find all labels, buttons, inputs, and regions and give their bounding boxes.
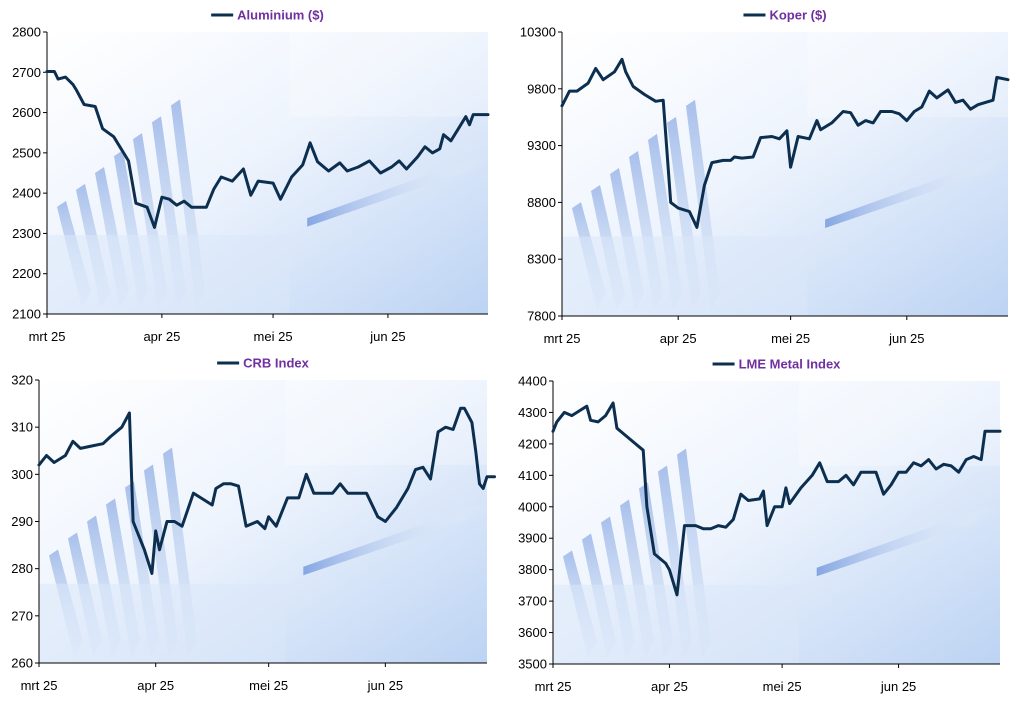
y-tick-label: 2400 (12, 186, 41, 201)
x-tick-label: apr 25 (651, 679, 688, 694)
y-tick-label: 2700 (12, 65, 41, 80)
y-tick-label: 10300 (520, 25, 556, 40)
x-tick-label: jun 25 (367, 678, 403, 693)
y-tick-label: 3500 (518, 657, 547, 672)
y-tick-label: 300 (11, 467, 33, 482)
y-tick-label: 2600 (12, 105, 41, 120)
y-tick-label: 4100 (518, 468, 547, 483)
y-tick-label: 4400 (518, 374, 547, 389)
chart-panel-4: 3500 3600 3700 3800 3900 4000 4100 4200 4300 4400… (518, 357, 1002, 694)
y-tick-label: 2800 (12, 25, 41, 40)
x-tick-label: mrt 25 (21, 678, 58, 693)
x-tick-label: jun 25 (888, 331, 924, 346)
plot-background-image (562, 32, 1008, 316)
x-tick-label: mrt 25 (29, 329, 66, 344)
legend: Aluminium ($) (211, 8, 324, 23)
y-tick-label: 2500 (12, 145, 41, 160)
y-tick-label: 2300 (12, 226, 41, 241)
y-tick-label: 3900 (518, 531, 547, 546)
plot-background-image (553, 381, 1000, 664)
chart-panel-2: 7800 8300 8800 9300 9800 10300 mrt 25 apr 25 mei… (520, 8, 1010, 346)
y-tick-label: 260 (11, 656, 33, 671)
y-tick-label: 4000 (518, 499, 547, 514)
legend: Koper ($) (743, 8, 827, 23)
x-tick-label: apr 25 (660, 331, 697, 346)
legend-label: LME Metal Index (739, 357, 842, 372)
y-tick-label: 280 (11, 561, 33, 576)
plot-background-image (47, 32, 488, 314)
chart-panel-3: 260 270 280 290 300 310 320 mrt 25 apr 25 mei 25 j… (11, 356, 496, 693)
plot-background-image (39, 380, 487, 663)
series-line (45, 70, 490, 229)
y-tick-label: 2100 (12, 307, 41, 322)
y-tick-label: 9300 (527, 138, 556, 153)
series-line (551, 401, 1002, 597)
y-tick-label: 8800 (527, 195, 556, 210)
x-tick-label: mei 25 (254, 329, 293, 344)
y-tick-label: 3600 (518, 625, 547, 640)
legend-label: Koper ($) (769, 8, 826, 23)
x-tick-label: mei 25 (763, 679, 802, 694)
y-tick-label: 4300 (518, 405, 547, 420)
x-tick-label: jun 25 (369, 329, 405, 344)
x-tick-label: mrt 25 (544, 331, 581, 346)
y-tick-label: 290 (11, 514, 33, 529)
y-tick-label: 320 (11, 373, 33, 388)
series-line (37, 406, 496, 575)
y-tick-label: 4200 (518, 436, 547, 451)
y-tick-label: 9800 (527, 81, 556, 96)
series-line (560, 57, 1010, 229)
y-tick-label: 7800 (527, 309, 556, 324)
x-tick-label: mei 25 (771, 331, 810, 346)
y-tick-label: 3700 (518, 594, 547, 609)
chart-panel-1: 2100 2200 2300 2400 2500 2600 2700 2800 mrt 25 ap… (12, 8, 490, 344)
x-tick-label: mrt 25 (535, 679, 572, 694)
y-tick-label: 3800 (518, 562, 547, 577)
legend-label: CRB Index (243, 356, 310, 371)
legend-label: Aluminium ($) (237, 8, 324, 23)
y-tick-label: 310 (11, 420, 33, 435)
x-tick-label: jun 25 (880, 679, 916, 694)
x-tick-label: apr 25 (137, 678, 174, 693)
legend: CRB Index (217, 356, 310, 371)
y-tick-label: 2200 (12, 266, 41, 281)
x-tick-label: mei 25 (249, 678, 288, 693)
legend: LME Metal Index (712, 357, 842, 372)
y-tick-label: 270 (11, 608, 33, 623)
y-tick-label: 8300 (527, 252, 556, 267)
x-tick-label: apr 25 (143, 329, 180, 344)
